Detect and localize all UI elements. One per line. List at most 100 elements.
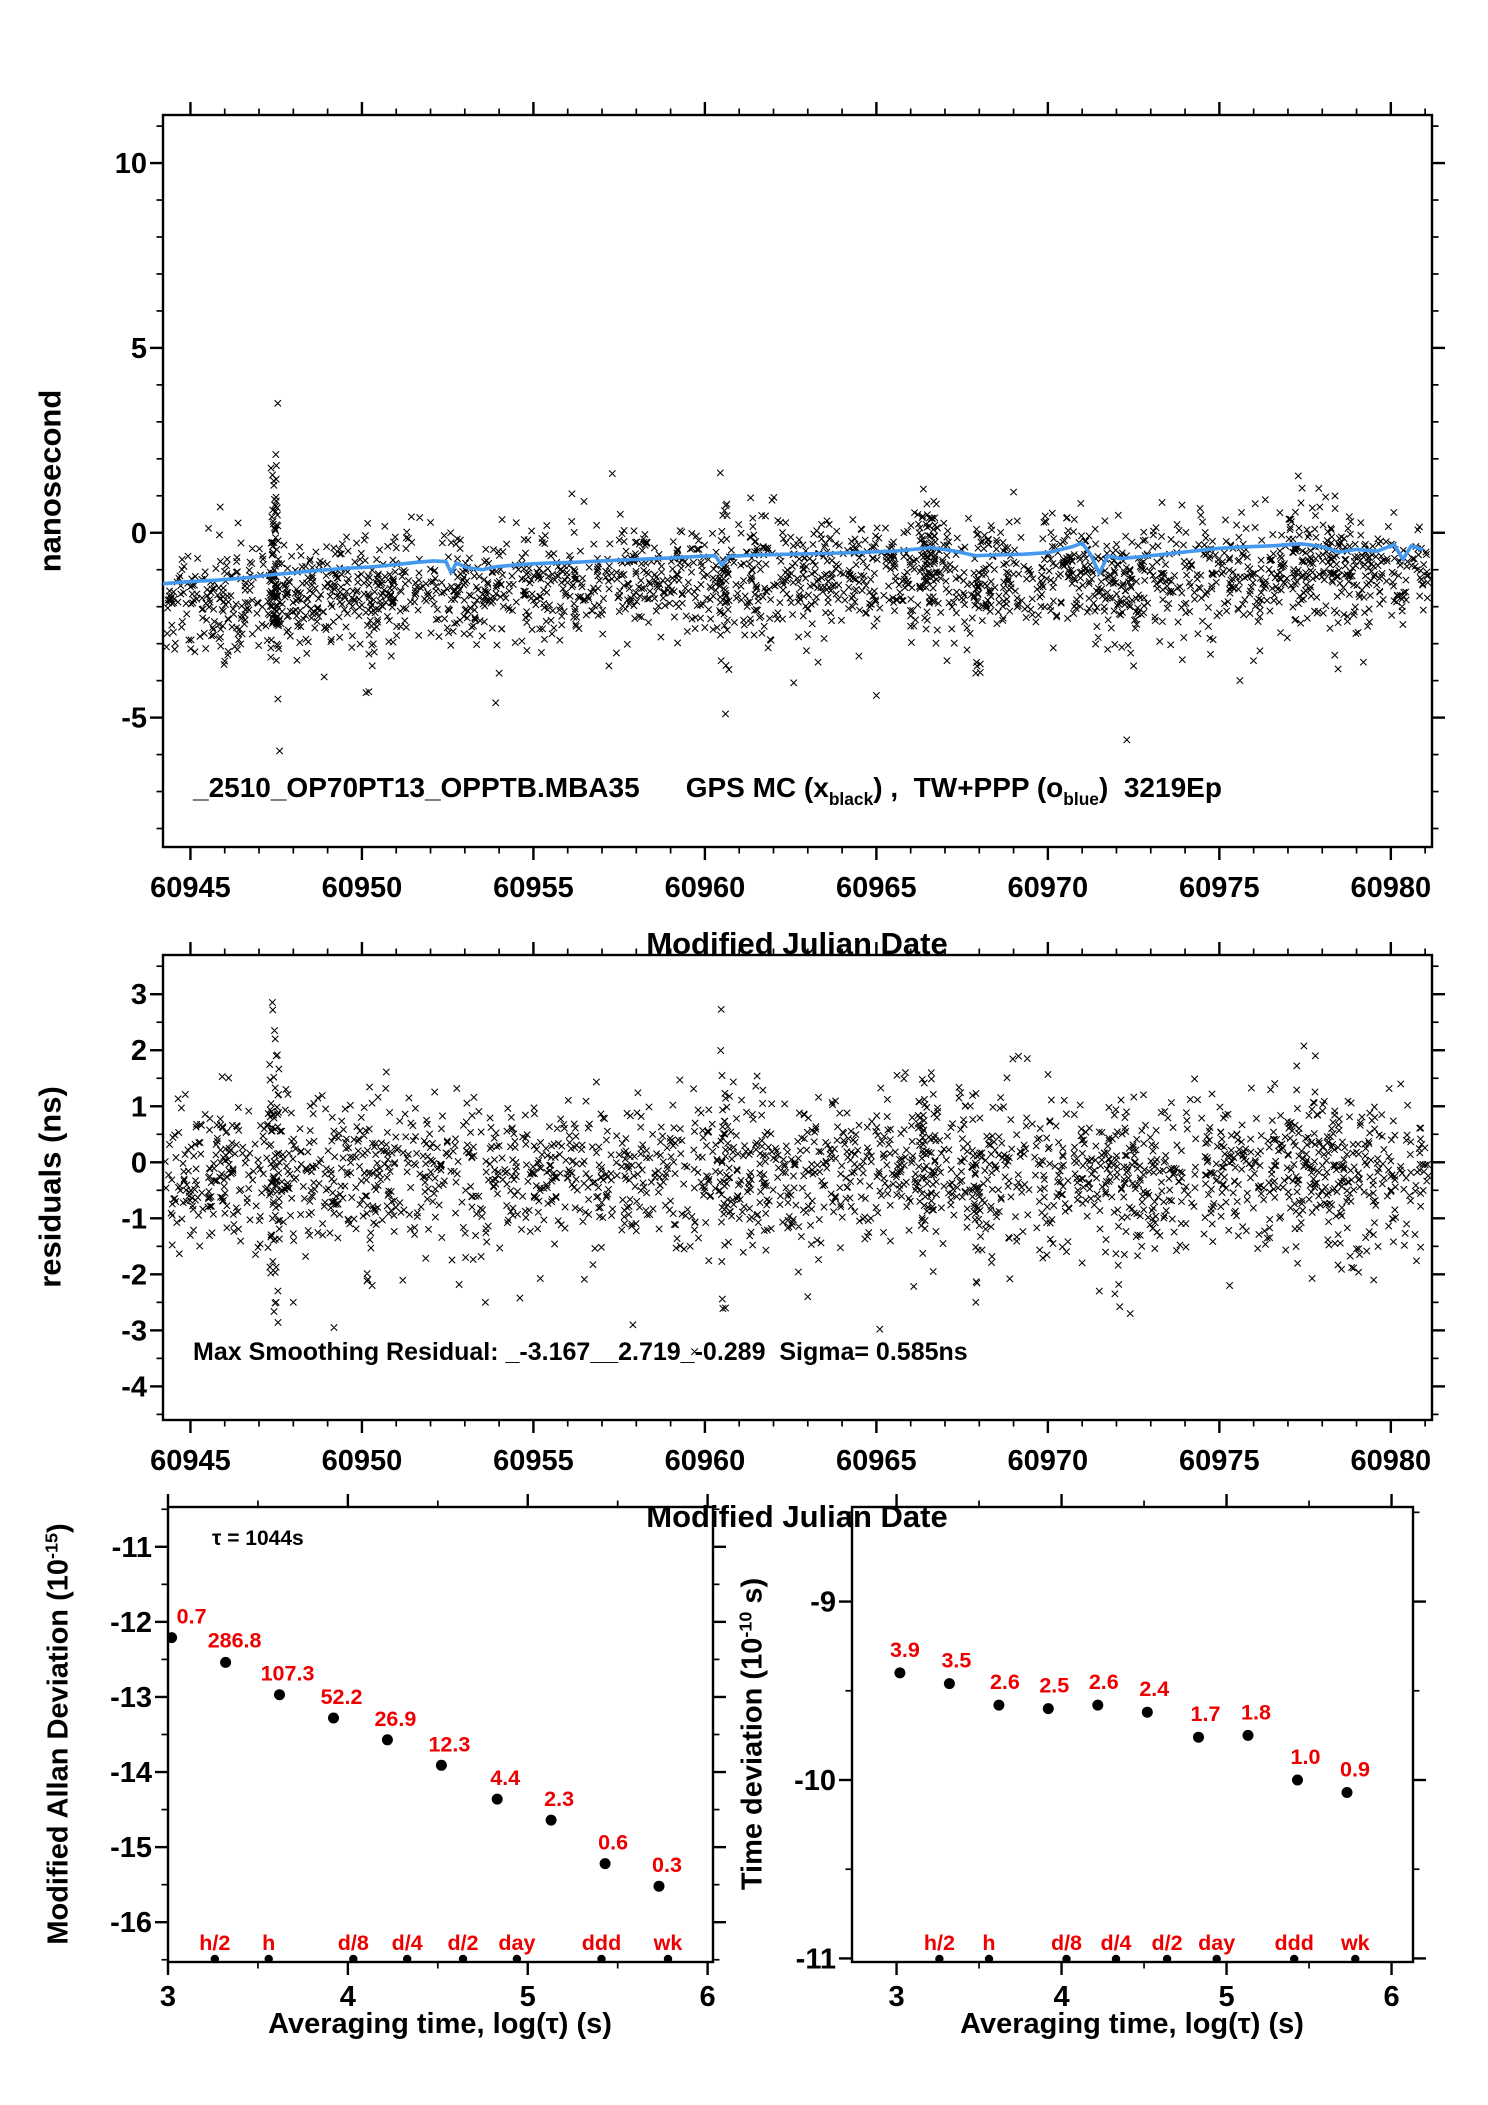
tdev-panel-x-axis-label: Averaging time, log(τ) (s) — [960, 2008, 1304, 2040]
phase-comparison-panel: 60945 60950 60955 60960 60965 60970 60975 60980… — [115, 102, 1445, 904]
tdev-ylabel-exponent: -10 — [735, 1611, 756, 1638]
tau-marker-label: d/8 — [1051, 1931, 1082, 1955]
tau-marker-label: d/4 — [392, 1931, 423, 1955]
tdev-panel-point-label: 1.7 — [1191, 1702, 1221, 1726]
svg-text:60955: 60955 — [493, 1445, 574, 1477]
title-tw-series: ) , TW+PPP (o — [873, 772, 1064, 803]
svg-text:60950: 60950 — [322, 872, 403, 904]
svg-text:60980: 60980 — [1351, 872, 1432, 904]
tdev-ylabel-close: s) — [736, 1577, 769, 1612]
tau-marker-dot — [512, 1954, 522, 1962]
tau-marker-label: d/2 — [447, 1931, 478, 1955]
svg-text:4: 4 — [340, 1981, 356, 2013]
svg-text:5: 5 — [1218, 1981, 1234, 2013]
tau-marker-label: wk — [653, 1931, 683, 1955]
svg-text:-12: -12 — [110, 1607, 152, 1639]
tau-marker-dot — [663, 1954, 673, 1962]
svg-text:-1: -1 — [121, 1203, 147, 1235]
tdev-panel-y-axis-label: Time deviation (10-10 s) — [735, 1577, 769, 1890]
svg-text:60950: 60950 — [322, 1445, 403, 1477]
mdev-panel-point-label: 4.4 — [490, 1766, 520, 1790]
mdev-panel-point — [274, 1689, 285, 1701]
svg-text:60960: 60960 — [665, 872, 746, 904]
tau-marker-dot — [403, 1954, 412, 1962]
tau-marker-dot — [264, 1954, 273, 1962]
title-gps-series: GPS MC (x — [685, 772, 829, 803]
title-subscript-blue: blue — [1063, 788, 1099, 809]
svg-text:60965: 60965 — [836, 1445, 917, 1477]
mdev-panel-point — [491, 1793, 503, 1805]
tau-marker-label: wk — [1340, 1931, 1370, 1955]
tau-marker-label: h — [982, 1931, 995, 1955]
tdev-panel-frame — [850, 1505, 1415, 1964]
mdev-panel-y-axis-label: Modified Allan Deviation (10-15) — [41, 1523, 75, 1944]
tdev-panel-point — [894, 1667, 906, 1679]
tdev-panel-point — [1141, 1706, 1153, 1718]
svg-text:60965: 60965 — [836, 872, 917, 904]
top-panel-title: _2510_OP70PT13_OPPTB.MBA35 GPS MC (xblack… — [193, 774, 1222, 808]
tdev-panel-point-label: 1.0 — [1291, 1745, 1321, 1769]
svg-text:60945: 60945 — [150, 1445, 231, 1477]
tau-marker-label: day — [498, 1931, 535, 1955]
svg-text:60945: 60945 — [150, 872, 231, 904]
tdev-panel-point — [993, 1699, 1005, 1711]
mdev-panel-point-label: 12.3 — [428, 1732, 470, 1756]
residual-panel-x-axis-label: Modified Julian Date — [646, 1499, 948, 1534]
tau-marker-dot — [1351, 1954, 1360, 1962]
tdev-panel-point — [943, 1678, 955, 1690]
svg-text:1: 1 — [131, 1091, 147, 1123]
tdev-panel-ticks: 3 4 5 6 -11 -10 -9 — [794, 1494, 1426, 2013]
title-dataset-name: _2510_OP70PT13_OPPTB.MBA35 — [193, 772, 640, 803]
residuals-panel-ticks: 60945 60950 60955 60960 60965 60970 60975 60980… — [121, 942, 1445, 1477]
mdev-panel-data — [168, 1632, 673, 1962]
mdev-panel-point-label: 286.8 — [208, 1628, 262, 1652]
mdev-panel-point — [599, 1858, 611, 1870]
residuals-panel-frame — [161, 953, 1434, 1422]
tdev-panel-point — [1292, 1774, 1303, 1786]
svg-text:6: 6 — [700, 1981, 716, 2013]
mdev-panel-point-label: 0.6 — [598, 1831, 628, 1855]
mdev-panel-point-label: 2.3 — [544, 1787, 574, 1811]
tau-marker-label: ddd — [582, 1931, 621, 1955]
top-panel-x-axis-label: Modified Julian Date — [646, 926, 948, 961]
svg-text:-4: -4 — [121, 1371, 147, 1403]
phase-comparison-panel-ticks: 60945 60950 60955 60960 60965 60970 60975 60980… — [115, 102, 1445, 904]
tau-marker-label: ddd — [1274, 1931, 1313, 1955]
svg-text:-5: -5 — [121, 703, 147, 735]
tau-marker-dot — [597, 1954, 606, 1962]
svg-text:0: 0 — [131, 1147, 147, 1179]
phase-comparison-panel-frame — [161, 113, 1434, 849]
mdev-panel-point — [381, 1734, 393, 1746]
svg-text:6: 6 — [1383, 1981, 1399, 2013]
mdev-panel-point — [545, 1814, 557, 1826]
svg-text:-3: -3 — [121, 1315, 147, 1347]
svg-text:3: 3 — [888, 1981, 904, 2013]
svg-text:0: 0 — [131, 518, 147, 550]
svg-text:60975: 60975 — [1179, 872, 1260, 904]
mdev-panel-point — [328, 1712, 339, 1724]
mdev-panel-point-label: 0.7 — [177, 1605, 207, 1629]
tau-marker-dot — [935, 1954, 944, 1962]
tdev-panel-point-label: 3.9 — [890, 1638, 920, 1662]
tau-marker-label: day — [1198, 1931, 1235, 1955]
tdev-panel-point-label: 0.9 — [1340, 1758, 1370, 1782]
mdev-panel-point — [220, 1656, 232, 1668]
mdev-panel-point — [168, 1632, 178, 1644]
tdev-panel-point — [1341, 1787, 1353, 1798]
svg-text:10: 10 — [115, 148, 147, 180]
residual-panel-y-axis-label: residuals (ns) — [32, 1086, 68, 1288]
tau-marker-dot — [1162, 1954, 1172, 1962]
svg-text:60975: 60975 — [1179, 1445, 1260, 1477]
svg-text:-13: -13 — [110, 1682, 152, 1714]
svg-text:5: 5 — [520, 1981, 536, 2013]
tau-marker-label: d/8 — [338, 1931, 369, 1955]
mdev-ylabel-exponent: -15 — [41, 1533, 62, 1560]
mdev-panel-point-label: 52.2 — [321, 1685, 363, 1709]
tau-marker-dot — [349, 1954, 358, 1962]
mdev-panel-point-label: 26.9 — [374, 1707, 416, 1731]
tau-marker-label: h/2 — [199, 1931, 230, 1955]
svg-text:-2: -2 — [121, 1259, 147, 1291]
